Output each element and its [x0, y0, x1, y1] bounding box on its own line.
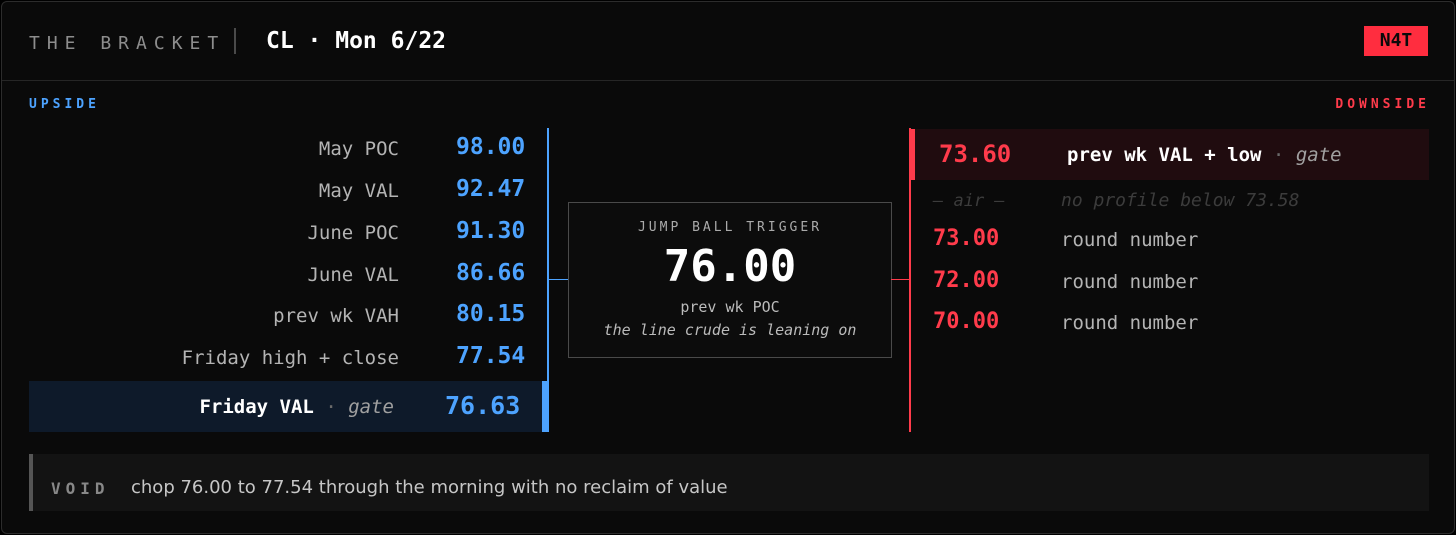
- upside-level-row: May POC 98.00: [29, 128, 547, 170]
- upside-level-value: 80.15: [456, 301, 526, 327]
- trigger-note: the line crude is leaning on: [603, 321, 857, 339]
- header-divider: [234, 28, 236, 54]
- upside-gate-bar: [542, 381, 547, 432]
- upside-level-value: 98.00: [456, 134, 526, 160]
- page-title: CL · Mon 6/22: [266, 28, 447, 54]
- downside-gate-label: prev wk VAL + low · gate: [1067, 144, 1342, 166]
- upside-level-row: May VAL 92.47: [29, 170, 547, 212]
- downside-gate-row: 73.60 prev wk VAL + low · gate: [909, 129, 1429, 180]
- downside-axis-line: [909, 128, 911, 432]
- upside-connector: [549, 279, 568, 280]
- upside-level-row: June VAL 86.66: [29, 254, 547, 296]
- downside-level-row: 70.00 round number: [911, 302, 1429, 344]
- upside-section-label: UPSIDE: [29, 97, 100, 112]
- upside-axis-line: [547, 128, 549, 432]
- trigger-price: 76.00: [663, 241, 797, 292]
- upside-gate-label: Friday VAL · gate: [199, 396, 394, 418]
- downside-level-value: 70.00: [933, 309, 1000, 334]
- upside-gate-row: Friday VAL · gate 76.63: [29, 381, 547, 432]
- author-badge: N4T: [1364, 26, 1428, 56]
- trigger-label: JUMP BALL TRIGGER: [637, 220, 823, 235]
- separator-dot: ·: [325, 396, 337, 418]
- air-marker: — air —: [933, 191, 1005, 211]
- void-label: VOID: [51, 479, 110, 498]
- downside-air-row: — air — no profile below 73.58: [911, 180, 1429, 222]
- upside-level-label: prev wk VAH: [273, 305, 399, 327]
- gate-tag: gate: [1295, 144, 1342, 166]
- air-label: no profile below 73.58: [1061, 190, 1300, 211]
- downside-gate-bar: [909, 129, 915, 180]
- upside-gate-value: 76.63: [445, 391, 521, 420]
- trigger-subtitle: prev wk POC: [680, 298, 780, 316]
- upside-level-value: 86.66: [456, 260, 526, 286]
- upside-level-label: May POC: [318, 138, 399, 160]
- downside-level-value: 72.00: [933, 268, 1000, 293]
- upside-level-label: May VAL: [318, 180, 399, 202]
- trigger-box: JUMP BALL TRIGGER 76.00 prev wk POC the …: [568, 202, 892, 358]
- downside-gate-value: 73.60: [939, 140, 1012, 168]
- upside-level-row: June POC 91.30: [29, 212, 547, 254]
- upside-gate-name: Friday VAL: [199, 396, 314, 418]
- upside-level-label: June VAL: [307, 264, 399, 286]
- void-accent-bar: [29, 454, 33, 511]
- header: THE BRACKET CL · Mon 6/22 N4T: [2, 2, 1454, 81]
- upside-level-value: 92.47: [456, 176, 526, 202]
- separator-dot: ·: [1272, 144, 1285, 166]
- downside-level-label: round number: [1061, 271, 1199, 293]
- brand-label: THE BRACKET: [29, 33, 226, 54]
- upside-level-value: 77.54: [456, 343, 526, 369]
- upside-level-row: Friday high + close 77.54: [29, 337, 547, 379]
- upside-level-label: Friday high + close: [181, 347, 399, 369]
- downside-level-row: 73.00 round number: [911, 219, 1429, 261]
- upside-level-label: June POC: [307, 222, 399, 244]
- gate-tag: gate: [348, 396, 394, 418]
- downside-connector: [891, 279, 909, 280]
- upside-level-value: 91.30: [456, 218, 526, 244]
- downside-level-label: round number: [1061, 229, 1199, 251]
- downside-section-label: DOWNSIDE: [1335, 97, 1430, 112]
- void-text: chop 76.00 to 77.54 through the morning …: [131, 477, 728, 498]
- downside-level-row: 72.00 round number: [911, 261, 1429, 303]
- upside-level-row: prev wk VAH 80.15: [29, 295, 547, 337]
- downside-level-label: round number: [1061, 312, 1199, 334]
- downside-level-value: 73.00: [933, 226, 1000, 251]
- void-note: VOID chop 76.00 to 77.54 through the mor…: [29, 454, 1429, 511]
- downside-gate-name: prev wk VAL + low: [1067, 144, 1262, 166]
